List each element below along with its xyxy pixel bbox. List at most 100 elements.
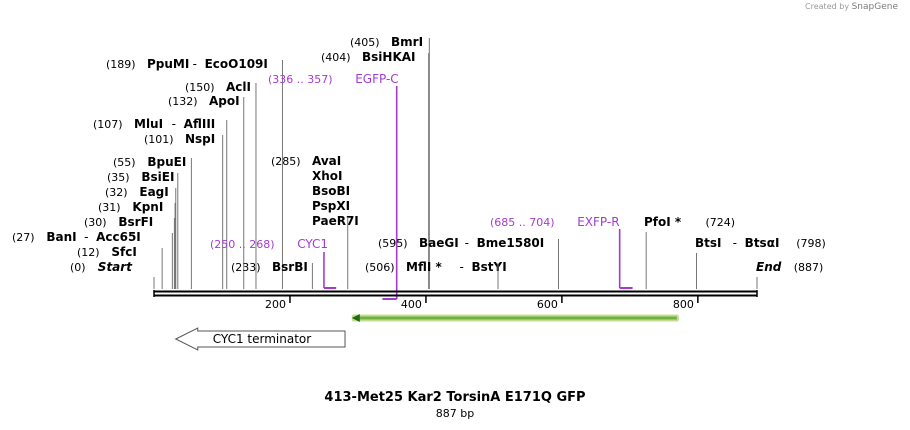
feature-cds[interactable]: [351, 314, 679, 322]
site-bmri[interactable]: (405) BmrI: [350, 35, 430, 289]
site-sfci[interactable]: (12) SfcI: [77, 245, 163, 289]
site-position: (101): [144, 133, 174, 146]
feature-cyc1-terminator[interactable]: CYC1 terminator: [174, 327, 346, 351]
site-name: MflI *: [406, 260, 442, 274]
site-name: NspI: [185, 132, 215, 146]
site-bsrbi[interactable]: (233) BsrBI: [231, 260, 313, 289]
site-bsiei[interactable]: (35) BsiEI: [107, 170, 179, 289]
site-name-stacked: PaeR7I: [312, 214, 359, 228]
site-kpni[interactable]: (31) KpnI: [98, 200, 176, 289]
primer-annotations: (250 .. 268) CYC1 (336 .. 357) EGFP-C (685 .…: [210, 72, 633, 300]
site-position: (0): [70, 261, 86, 274]
feature-annotations: CYC1 terminator: [174, 314, 679, 351]
site-separator: -: [465, 236, 469, 250]
site-btsi[interactable]: BtsI - BtsαI (798): [695, 236, 826, 289]
site-name: BaeGI: [419, 236, 459, 250]
site-name-stacked: PspXI: [312, 199, 350, 213]
site-bpuei[interactable]: (55) BpuEI: [113, 155, 192, 289]
site-name: SfcI: [111, 245, 136, 259]
site-pfoi[interactable]: PfoI * (724): [644, 215, 735, 289]
site-eagi[interactable]: (32) EagI: [105, 185, 177, 289]
site-name: End: [756, 260, 782, 274]
primer-egfp-c[interactable]: (336 .. 357) EGFP-C: [268, 72, 399, 300]
site-name: BtsI: [695, 236, 722, 250]
site-ppumi[interactable]: (189) PpuMI - EcoO109I: [106, 57, 283, 289]
restriction-sites: (0) Start(12) SfcI(27) BanI - Acc65I(30) BsrFI…: [12, 35, 826, 289]
primer-name: CYC1: [297, 237, 328, 251]
site-position: (132): [168, 95, 198, 108]
tick-label: 200: [265, 298, 286, 311]
site-acli[interactable]: (150) AclI: [185, 80, 257, 289]
site-name: AclI: [226, 80, 251, 94]
site-name: BsrFI: [118, 215, 153, 229]
site-separator: -: [193, 57, 197, 71]
ruler-ticks: 200 400 600 800: [265, 296, 699, 311]
site-position: (405): [350, 36, 380, 49]
site-name: KpnI: [132, 200, 163, 214]
site-position: (27): [12, 231, 35, 244]
site-position: (189): [106, 58, 136, 71]
site-name-alt: BstYI: [472, 260, 507, 274]
site-name: BanI: [46, 230, 76, 244]
site-separator: -: [460, 260, 464, 274]
site-name-alt: AflIII: [184, 117, 216, 131]
site-name-alt: Acc65I: [96, 230, 141, 244]
site-position: (35): [107, 171, 130, 184]
site-position: (32): [105, 186, 128, 199]
tick-label: 800: [673, 298, 694, 311]
site-position: (233): [231, 261, 261, 274]
site-separator: -: [172, 117, 176, 131]
site-position: (285): [271, 155, 301, 168]
site-name: BsrBI: [272, 260, 308, 274]
site-mlui[interactable]: (107) MluI - AflIII: [93, 117, 228, 289]
site-name-stacked: XhoI: [312, 169, 343, 183]
site-name: BsiHKAI: [362, 50, 416, 64]
site-name: PfoI *: [644, 215, 682, 229]
snapgene-credit: Created by SnapGene: [805, 2, 898, 12]
site-name: MluI: [134, 117, 163, 131]
primer-cyc1[interactable]: (250 .. 268) CYC1: [210, 237, 337, 289]
site-bsrfi[interactable]: (30) BsrFI: [84, 215, 175, 289]
credit-prefix: Created by: [805, 2, 850, 11]
site-mfli[interactable]: (506) MflI * - BstYI: [365, 260, 507, 289]
site-position: (107): [93, 118, 123, 131]
site-position: (887): [794, 261, 824, 274]
site-name: PpuMI: [147, 57, 189, 71]
terminator-arrow: [174, 327, 346, 351]
tick-label: 600: [537, 298, 558, 311]
site-name: BmrI: [391, 35, 423, 49]
cds-arrowhead: [351, 314, 360, 322]
primer-name: EGFP-C: [355, 72, 398, 86]
site-position: (506): [365, 261, 395, 274]
primer-name: EXFP-R: [577, 215, 619, 229]
site-bsihkai[interactable]: (404) BsiHKAI: [321, 50, 430, 289]
site-name: AvaI: [312, 154, 341, 168]
feature-label: CYC1 terminator: [213, 332, 312, 346]
primer-range: (250 .. 268): [210, 238, 275, 251]
site-nspi[interactable]: (101) NspI: [144, 132, 224, 289]
primer-range: (685 .. 704): [490, 216, 555, 229]
site-position: (150): [185, 81, 215, 94]
map-title: 413-Met25 Kar2 TorsinA E171Q GFP: [324, 390, 586, 405]
site-name: ApoI: [209, 94, 240, 108]
site-position: (724): [706, 216, 736, 229]
site-bani[interactable]: (27) BanI - Acc65I: [12, 230, 173, 289]
sequence-length: 887 bp: [435, 407, 475, 420]
site-apoi[interactable]: (132) ApoI: [168, 94, 245, 289]
tick-label: 400: [401, 298, 422, 311]
primer-exfp-r[interactable]: (685 .. 704) EXFP-R: [490, 215, 633, 289]
site-position: (30): [84, 216, 107, 229]
sequence-backbone: [153, 290, 758, 297]
site-name-alt: BtsαI: [745, 236, 780, 250]
site-baegi[interactable]: (595) BaeGI - Bme1580I: [378, 236, 559, 289]
site-name-alt: Bme1580I: [477, 236, 545, 250]
site-end[interactable]: End (887): [756, 260, 823, 289]
primer-range: (336 .. 357): [268, 73, 333, 86]
site-start[interactable]: (0) Start: [70, 260, 155, 289]
site-separator: -: [84, 230, 88, 244]
site-name: Start: [98, 260, 133, 274]
site-position: (595): [378, 237, 408, 250]
site-position: (31): [98, 201, 121, 214]
